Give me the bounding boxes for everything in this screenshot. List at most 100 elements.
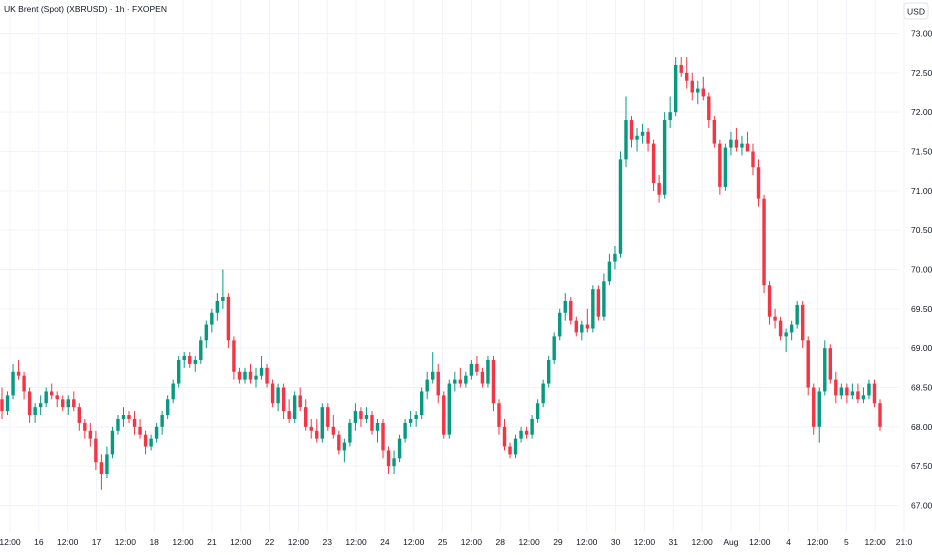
candle-body: [199, 340, 203, 360]
candle-body: [88, 430, 93, 439]
y-axis[interactable]: 73.00 72.50 72.00 71.50 71.00 70.50 70.00 69.50…: [911, 29, 932, 511]
candle: [0, 387, 4, 419]
candle: [524, 426, 529, 439]
candle: [132, 411, 137, 435]
candle: [105, 446, 109, 478]
candle: [657, 175, 661, 203]
candle-body: [419, 391, 424, 416]
candle-body: [878, 403, 882, 427]
candle-body: [458, 379, 463, 384]
candle: [188, 352, 192, 368]
candle: [607, 253, 612, 286]
candle-body: [740, 143, 744, 148]
candle: [287, 399, 291, 423]
candle-body: [552, 336, 556, 360]
candle-body: [806, 340, 810, 388]
candle: [49, 383, 54, 400]
candle-body: [149, 438, 153, 447]
candle: [160, 411, 164, 435]
candle-body: [475, 363, 479, 372]
candle: [353, 403, 358, 431]
candle: [392, 450, 396, 475]
currency-badge[interactable]: USD: [903, 2, 929, 20]
candle-body: [204, 324, 209, 341]
candle: [11, 363, 15, 400]
candle: [762, 194, 766, 294]
candle: [469, 359, 474, 380]
y-tick-label: 70.50: [911, 225, 932, 235]
candle: [364, 407, 369, 423]
candle: [193, 356, 197, 372]
candle: [629, 116, 634, 148]
candle: [303, 399, 308, 431]
candle: [673, 57, 678, 117]
x-tick-label: 12:00: [57, 537, 79, 547]
candle-body: [408, 418, 413, 423]
candle: [662, 112, 667, 199]
candle: [447, 379, 451, 439]
x-tick-label: 12:00: [403, 537, 425, 547]
candle: [331, 415, 336, 439]
candle: [563, 293, 567, 321]
candle-body: [0, 399, 4, 412]
candle-body: [99, 462, 104, 475]
candle: [337, 430, 341, 455]
candle-body: [812, 387, 816, 427]
candle-body: [635, 135, 639, 140]
candle-body: [27, 391, 32, 416]
x-tick-label: 24: [380, 537, 390, 547]
x-axis[interactable]: 12:00 16 12:00 17 12:00 18 12:00 21 12:00 22 12:00…: [0, 537, 913, 547]
candle: [867, 379, 871, 400]
candle: [436, 363, 440, 404]
candle-body: [386, 450, 391, 467]
x-tick-label: 23: [322, 537, 332, 547]
candle-body: [701, 88, 706, 97]
x-tick-label: 12:00: [345, 537, 367, 547]
y-tick-label: 73.00: [911, 29, 932, 39]
candle: [497, 399, 501, 435]
candle-body: [77, 407, 82, 423]
candle-body: [800, 304, 805, 341]
candle: [375, 418, 380, 443]
candle: [486, 356, 490, 388]
candle: [359, 407, 363, 427]
candle: [707, 92, 711, 128]
candle-body: [364, 415, 369, 419]
candle-body: [723, 147, 728, 187]
candle-body: [502, 426, 507, 447]
candle-body: [193, 359, 197, 364]
candle: [480, 367, 485, 388]
candle: [38, 395, 43, 416]
x-tick-label: 18: [149, 537, 159, 547]
candle: [635, 127, 639, 152]
candle: [646, 127, 650, 152]
candle: [558, 308, 562, 341]
x-tick-label: Aug: [723, 537, 738, 547]
candle-body: [867, 383, 871, 396]
candles: [0, 57, 882, 490]
candle-body: [850, 391, 855, 396]
candle: [408, 411, 413, 427]
x-tick-label: 25: [438, 537, 448, 547]
candle-body: [872, 383, 877, 404]
y-tick-label: 71.00: [911, 186, 932, 196]
x-tick-label: 12:00: [288, 537, 310, 547]
candle: [281, 383, 286, 419]
candle-body: [447, 383, 451, 435]
candle-body: [132, 418, 137, 427]
candle: [204, 320, 209, 349]
candle-body: [679, 64, 683, 73]
candle: [767, 281, 772, 325]
candle-body: [789, 324, 794, 333]
candle: [309, 418, 313, 439]
candle: [199, 336, 203, 364]
candle-body: [83, 422, 87, 431]
candle: [464, 371, 468, 388]
candle-body: [618, 159, 623, 254]
candle: [823, 340, 827, 396]
candle: [292, 391, 297, 423]
candle: [701, 76, 706, 101]
candle-body: [61, 399, 65, 408]
